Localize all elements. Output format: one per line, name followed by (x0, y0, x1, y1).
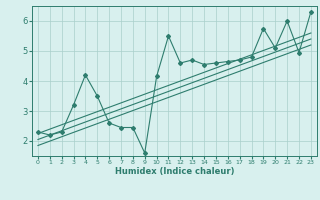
X-axis label: Humidex (Indice chaleur): Humidex (Indice chaleur) (115, 167, 234, 176)
